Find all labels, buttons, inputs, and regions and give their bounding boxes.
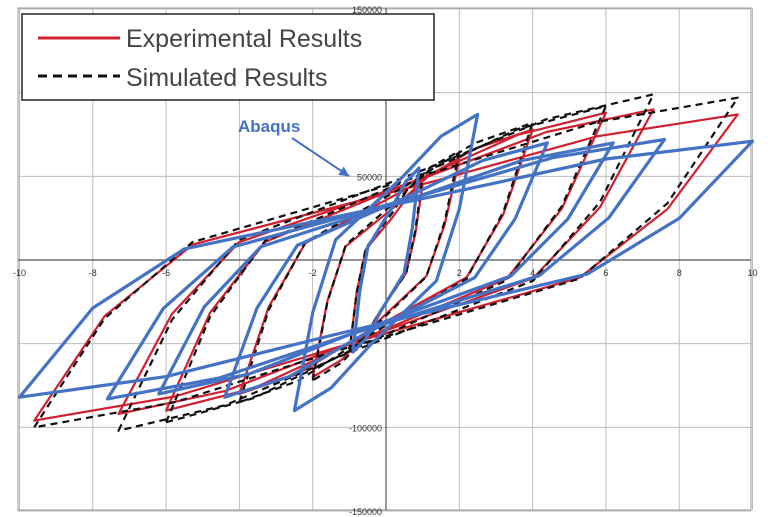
- x-tick-label: -10: [13, 268, 26, 278]
- x-tick-label: 8: [677, 268, 682, 278]
- plot-area-border: [17, 7, 752, 511]
- x-tick-label: -8: [89, 268, 97, 278]
- series-2-loop-2: [292, 112, 480, 413]
- legend: Experimental Results Simulated Results: [21, 13, 435, 101]
- annotation: Abaqus: [238, 117, 350, 178]
- series-2-loop-1: [351, 166, 421, 354]
- y-tick-label: -100000: [349, 423, 382, 433]
- legend-box: [21, 13, 435, 101]
- annotation-arrowhead: [338, 166, 350, 177]
- simulated-loop-6: [33, 96, 739, 429]
- series-2-loop-4: [157, 141, 615, 396]
- y-tick-label: 150000: [352, 5, 382, 15]
- x-tick-label: 10: [747, 268, 757, 278]
- legend-label-experimental: Experimental Results: [126, 25, 362, 53]
- series-2-loop-6: [17, 139, 755, 399]
- series-layer: [17, 93, 755, 432]
- x-tick-label: 6: [603, 268, 608, 278]
- x-tick-label: -6: [162, 268, 170, 278]
- legend-label-simulated: Simulated Results: [126, 64, 327, 92]
- simulated-loop-3: [238, 121, 534, 404]
- annotation-arrow: [291, 137, 350, 178]
- y-tick-label: 50000: [357, 172, 382, 182]
- series-2-loop-3: [223, 141, 549, 399]
- x-tick-label: -2: [309, 268, 317, 278]
- series-2-loop-5: [105, 137, 667, 401]
- x-tick-label: -4: [235, 268, 243, 278]
- x-tick-label: 2: [457, 268, 462, 278]
- annotation-label-abaqus: Abaqus: [238, 117, 300, 136]
- series-series-2: [17, 112, 755, 413]
- y-tick-label: -150000: [349, 507, 382, 517]
- x-tick-label: 4: [530, 268, 535, 278]
- simulated-loop-5: [117, 93, 655, 432]
